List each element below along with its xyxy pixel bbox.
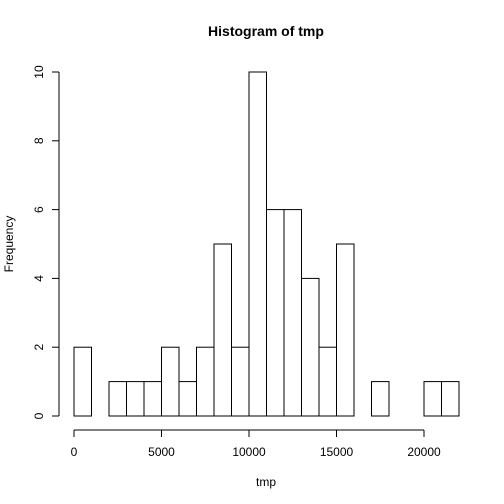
- y-axis-label: Frequency: [2, 216, 16, 273]
- histogram-bar-12: [283, 209, 302, 417]
- histogram-bar-9: [231, 346, 250, 417]
- histogram-bar-20: [423, 381, 442, 417]
- y-tick-label-5: 10: [32, 65, 46, 79]
- x-tick-label-1: 5000: [148, 445, 175, 459]
- x-tick-label-2: 10000: [232, 445, 266, 459]
- histogram-bar-8: [213, 243, 232, 417]
- chart-title: Histogram of tmp: [208, 23, 324, 39]
- y-tick-label-0: 0: [32, 412, 46, 419]
- histogram-bar-5: [161, 346, 180, 417]
- histogram-bar-6: [178, 381, 197, 417]
- histogram-bar-15: [336, 243, 355, 417]
- x-tick-label-4: 20000: [407, 445, 441, 459]
- x-tick-label-3: 15000: [320, 445, 354, 459]
- x-axis-label: tmp: [256, 475, 276, 489]
- bars-group: [73, 71, 460, 417]
- y-tick-label-4: 8: [32, 137, 46, 144]
- histogram-bar-13: [301, 277, 320, 417]
- histogram-bar-17: [371, 381, 390, 417]
- histogram-bar-10: [248, 71, 267, 417]
- histogram-bar-14: [318, 346, 337, 417]
- histogram-bar-21: [441, 381, 460, 417]
- y-tick-label-2: 4: [32, 275, 46, 282]
- x-axis: 0 5000 10000 15000 20000: [71, 429, 441, 459]
- x-tick-label-0: 0: [71, 445, 78, 459]
- histogram-bar-4: [143, 381, 162, 417]
- y-axis: 0 2 4 6 8 10: [32, 65, 60, 419]
- histogram-bar-7: [196, 346, 215, 417]
- histogram-bar-11: [266, 209, 285, 417]
- histogram-bar-2: [108, 381, 127, 417]
- histogram-bar-3: [126, 381, 145, 417]
- y-tick-label-3: 6: [32, 206, 46, 213]
- y-tick-label-1: 2: [32, 344, 46, 351]
- histogram-bar-0: [73, 346, 92, 417]
